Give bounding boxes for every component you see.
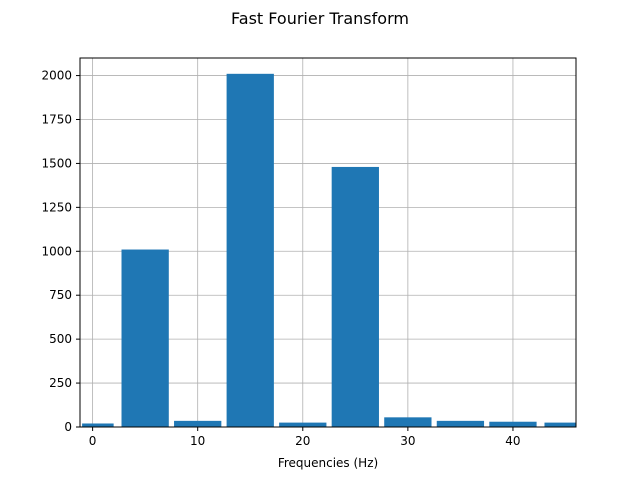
x-tick-label: 20	[295, 434, 310, 448]
y-tick-label: 1000	[41, 244, 72, 258]
bar	[226, 73, 274, 428]
y-tick-label: 1750	[41, 113, 72, 127]
y-tick-label: 1250	[41, 200, 72, 214]
chart-title: Fast Fourier Transform	[231, 9, 409, 28]
bar	[82, 423, 114, 427]
bar	[544, 422, 576, 427]
x-tick-label: 30	[400, 434, 415, 448]
y-axis-ticks: 0 250 500 750 1000 1250 1500 1750 2000	[41, 69, 80, 434]
x-axis-ticks: 0 10 20 30 40	[89, 427, 521, 448]
y-tick-label: 750	[49, 288, 72, 302]
bar	[121, 249, 169, 427]
bar	[174, 420, 222, 427]
bar	[384, 417, 432, 427]
bar	[279, 422, 327, 427]
y-tick-label: 1500	[41, 156, 72, 170]
y-tick-label: 2000	[41, 69, 72, 83]
y-tick-label: 0	[64, 420, 72, 434]
bar	[331, 166, 379, 427]
x-tick-label: 40	[505, 434, 520, 448]
bar	[489, 421, 537, 427]
x-tick-label: 10	[190, 434, 205, 448]
x-axis-label: Frequencies (Hz)	[278, 456, 378, 470]
bar	[436, 420, 485, 427]
plot-area-frame	[79, 57, 577, 428]
y-tick-label: 500	[49, 332, 72, 346]
bars	[82, 73, 576, 428]
x-tick-label: 0	[89, 434, 97, 448]
y-tick-label: 250	[49, 376, 72, 390]
